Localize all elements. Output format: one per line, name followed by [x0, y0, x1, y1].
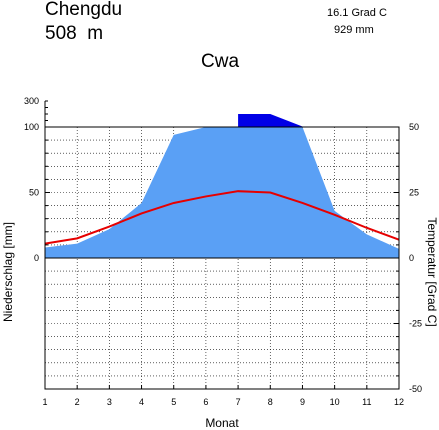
left-tick-label: 100: [24, 122, 39, 132]
y-axis-label-left: Niederschlag [mm]: [1, 222, 15, 322]
x-tick-label: 4: [139, 397, 144, 407]
y-axis-label-right: Temperatur [Grad C]: [425, 217, 439, 326]
x-tick-label: 7: [236, 397, 241, 407]
annual-precipitation: 929 mm: [334, 24, 374, 36]
temperature-line: [44, 190, 400, 245]
x-tick-label: 12: [394, 397, 404, 407]
left-tick-label: 0: [34, 253, 39, 263]
right-tick-label: 50: [409, 122, 419, 132]
right-tick-label: -25: [409, 319, 422, 329]
climate-class-title: Cwa: [201, 51, 240, 72]
x-tick-label: 5: [171, 397, 176, 407]
x-tick-label: 9: [300, 397, 305, 407]
temperature-series: [44, 190, 400, 245]
x-axis-label: Monat: [205, 416, 239, 430]
right-tick-label: 0: [409, 253, 414, 263]
elevation-unit: m: [87, 23, 104, 44]
tick-marks: [44, 100, 400, 390]
x-tick-label: 3: [107, 397, 112, 407]
station-name: Chengdu: [45, 0, 123, 20]
precipitation-area-above-100: [238, 114, 305, 127]
x-tick-label: 11: [362, 397, 371, 407]
x-tick-label: 10: [330, 397, 340, 407]
right-tick-label: 25: [409, 188, 419, 198]
precipitation-area: [45, 127, 399, 258]
x-tick-label: 2: [75, 397, 80, 407]
left-tick-label: 50: [29, 188, 39, 198]
precipitation-areas: [45, 114, 399, 258]
right-tick-label: -50: [409, 384, 422, 394]
x-tick-label: 6: [203, 397, 208, 407]
x-tick-label: 8: [268, 397, 273, 407]
left-tick-label: 300: [24, 96, 39, 106]
x-tick-label: 1: [42, 397, 47, 407]
elevation-value: 508: [45, 23, 77, 44]
mean-temperature: 16.1 Grad C: [327, 7, 387, 19]
station-elevation: 508 m: [45, 24, 103, 43]
